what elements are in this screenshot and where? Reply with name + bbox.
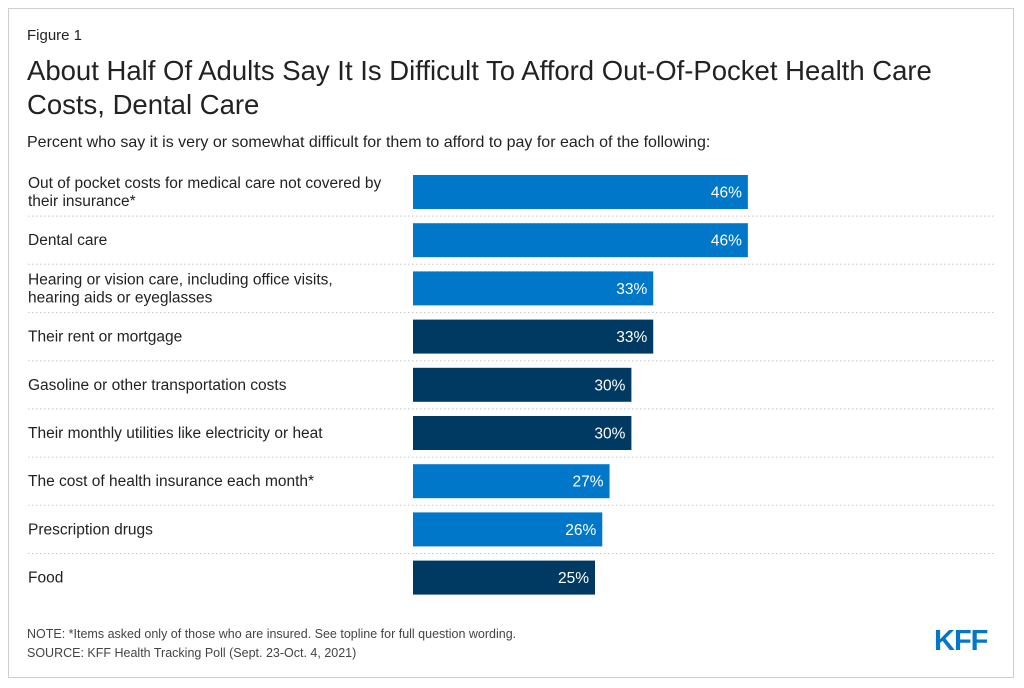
- data-label: 30%: [594, 426, 625, 443]
- data-label: 33%: [616, 281, 647, 298]
- bar: [413, 416, 632, 450]
- data-label: 46%: [711, 233, 742, 250]
- bar: [413, 464, 610, 499]
- bar: [413, 175, 748, 209]
- bar: [413, 271, 654, 306]
- data-label: 27%: [573, 474, 604, 491]
- bar: [413, 560, 595, 595]
- category-label: Prescription drugs: [28, 521, 153, 538]
- chart-title: About Half Of Adults Say It Is Difficult…: [27, 55, 932, 120]
- chart-source: SOURCE: KFF Health Tracking Poll (Sept. …: [27, 646, 357, 660]
- data-label: 33%: [616, 329, 647, 346]
- category-label: The cost of health insurance each month*: [28, 473, 314, 490]
- chart-note: NOTE: *Items asked only of those who are…: [27, 627, 517, 641]
- data-label: 46%: [711, 185, 742, 202]
- kff-logo: KFF: [934, 625, 988, 657]
- bar: [413, 367, 632, 402]
- bar: [413, 512, 603, 547]
- category-label: Food: [28, 570, 63, 587]
- category-label: Their rent or mortgage: [28, 329, 182, 346]
- figure-frame: [8, 8, 1014, 678]
- category-label: Out of pocket costs for medical care not…: [28, 175, 381, 210]
- data-label: 30%: [594, 377, 625, 394]
- data-label: 26%: [565, 522, 596, 539]
- category-label: Dental care: [28, 232, 107, 249]
- category-label: Their monthly utilities like electricity…: [28, 425, 323, 442]
- category-label: Gasoline or other transportation costs: [28, 377, 287, 394]
- chart-subtitle: Percent who say it is very or somewhat d…: [27, 134, 711, 151]
- category-label: Hearing or vision care, including office…: [28, 271, 333, 306]
- figure-label: Figure 1: [27, 27, 83, 44]
- bar: [413, 223, 748, 258]
- data-label: 25%: [558, 570, 589, 587]
- bar: [413, 319, 654, 354]
